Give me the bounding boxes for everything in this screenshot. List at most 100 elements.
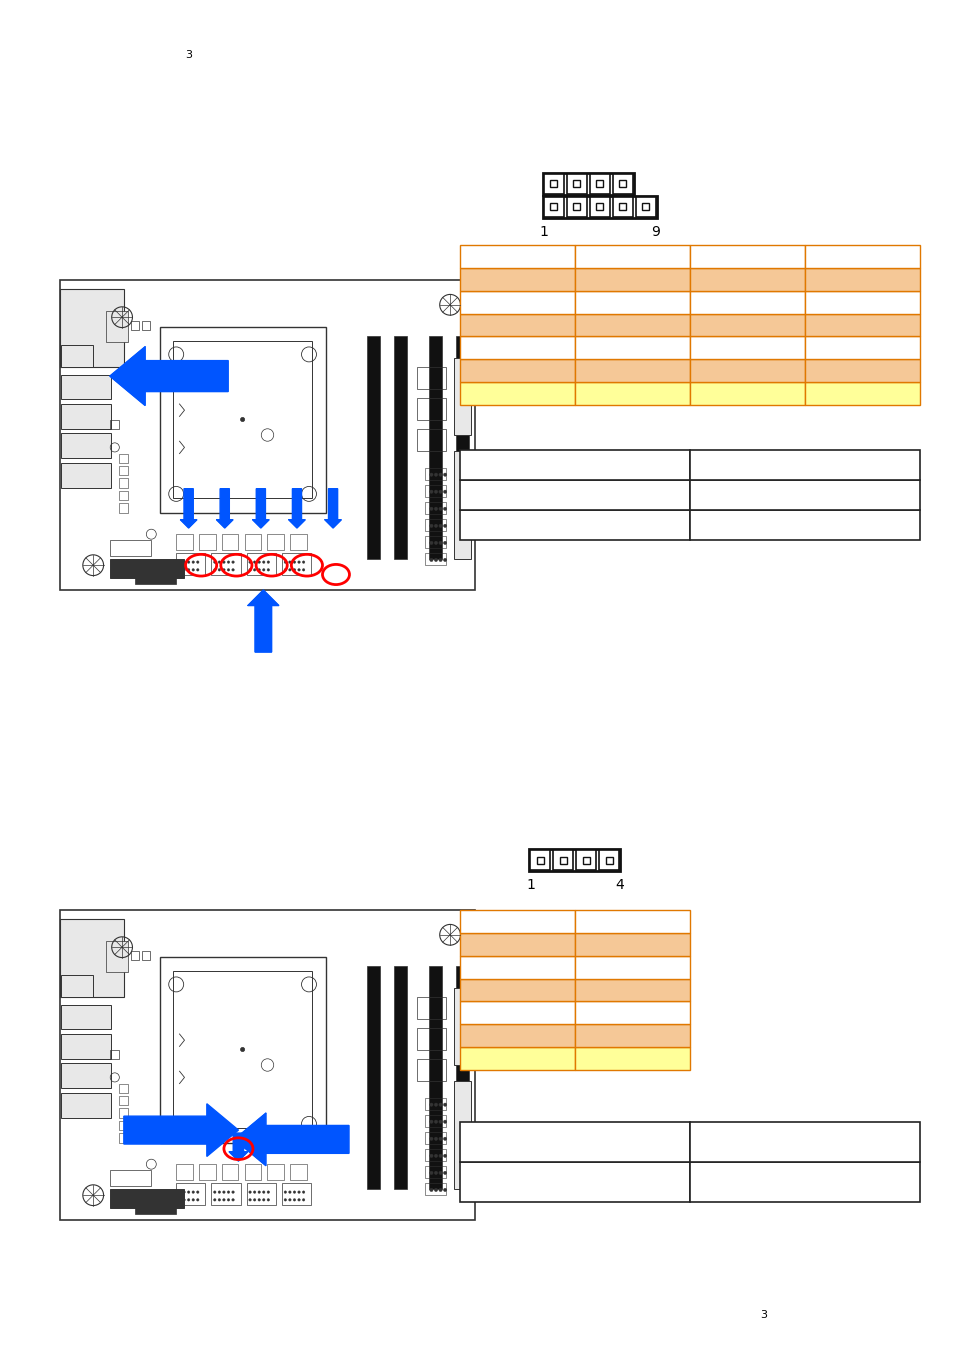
Circle shape <box>429 508 433 510</box>
Bar <box>459 450 689 481</box>
Circle shape <box>429 490 433 493</box>
Circle shape <box>187 568 190 571</box>
Bar <box>394 965 406 1189</box>
Bar <box>459 313 575 336</box>
Bar <box>142 321 151 329</box>
Bar <box>425 1166 445 1179</box>
Bar <box>416 996 445 1018</box>
Bar <box>576 850 596 869</box>
Bar <box>61 404 112 429</box>
Circle shape <box>302 1191 305 1193</box>
Polygon shape <box>248 590 278 652</box>
Bar <box>689 510 919 540</box>
Bar <box>425 467 445 481</box>
Bar <box>689 1162 919 1202</box>
Bar <box>618 202 626 211</box>
Circle shape <box>178 560 180 563</box>
Bar <box>459 336 575 359</box>
Polygon shape <box>324 489 341 528</box>
Bar <box>172 342 312 498</box>
Bar <box>689 481 919 510</box>
Circle shape <box>438 472 442 477</box>
Circle shape <box>434 559 437 562</box>
Bar <box>575 290 689 313</box>
Circle shape <box>289 560 291 563</box>
Circle shape <box>253 1199 255 1202</box>
Bar <box>459 1025 575 1048</box>
Bar <box>575 1025 689 1048</box>
Bar <box>575 359 689 382</box>
Bar <box>60 910 475 1220</box>
Bar <box>111 1050 119 1058</box>
Circle shape <box>249 1191 251 1193</box>
Bar <box>425 502 445 514</box>
Bar <box>530 850 550 869</box>
Bar <box>425 1115 445 1127</box>
Circle shape <box>222 568 225 571</box>
Bar <box>425 536 445 548</box>
Bar <box>596 202 603 211</box>
Circle shape <box>257 1191 260 1193</box>
Bar <box>425 518 445 531</box>
Bar <box>641 202 649 211</box>
Bar <box>111 420 119 429</box>
Bar <box>416 1058 445 1080</box>
Bar <box>575 910 689 933</box>
Bar <box>575 313 689 336</box>
Bar <box>61 975 92 996</box>
Circle shape <box>284 1199 286 1202</box>
Circle shape <box>178 568 180 571</box>
Bar <box>199 535 215 549</box>
Circle shape <box>232 560 234 563</box>
Circle shape <box>429 1188 433 1192</box>
Circle shape <box>262 560 265 563</box>
Bar <box>804 313 919 336</box>
Circle shape <box>438 1154 442 1157</box>
Bar <box>689 450 919 481</box>
Text: 1: 1 <box>525 878 535 892</box>
Bar <box>244 1164 261 1180</box>
Circle shape <box>183 560 185 563</box>
Circle shape <box>434 1103 437 1107</box>
Bar <box>425 485 445 497</box>
Bar <box>454 451 471 559</box>
Bar <box>416 398 445 420</box>
Circle shape <box>429 1154 433 1157</box>
Circle shape <box>289 1199 291 1202</box>
Circle shape <box>227 1199 230 1202</box>
Bar <box>804 382 919 405</box>
Bar <box>689 313 804 336</box>
Bar <box>244 535 261 549</box>
Circle shape <box>218 1191 220 1193</box>
Bar <box>416 429 445 451</box>
Circle shape <box>438 490 442 493</box>
Circle shape <box>218 1199 220 1202</box>
Circle shape <box>438 1188 442 1192</box>
Bar <box>459 290 575 313</box>
Circle shape <box>183 1199 185 1202</box>
Bar <box>613 174 633 193</box>
Bar <box>542 196 657 217</box>
Circle shape <box>302 568 305 571</box>
Bar <box>537 856 543 864</box>
Circle shape <box>178 1191 180 1193</box>
Bar <box>119 1084 129 1094</box>
Bar <box>425 1131 445 1143</box>
Polygon shape <box>216 489 233 528</box>
Circle shape <box>196 1191 199 1193</box>
Bar <box>689 244 804 267</box>
Bar <box>566 197 586 216</box>
Bar <box>61 346 92 367</box>
Bar <box>119 1133 129 1142</box>
Circle shape <box>302 1199 305 1202</box>
Bar <box>596 180 603 188</box>
Circle shape <box>196 1199 199 1202</box>
Bar <box>61 1094 112 1118</box>
Circle shape <box>443 472 446 477</box>
Circle shape <box>253 568 255 571</box>
Circle shape <box>289 568 291 571</box>
Bar <box>119 1120 129 1130</box>
Bar <box>267 535 284 549</box>
Circle shape <box>222 560 225 563</box>
Bar <box>689 1122 919 1162</box>
